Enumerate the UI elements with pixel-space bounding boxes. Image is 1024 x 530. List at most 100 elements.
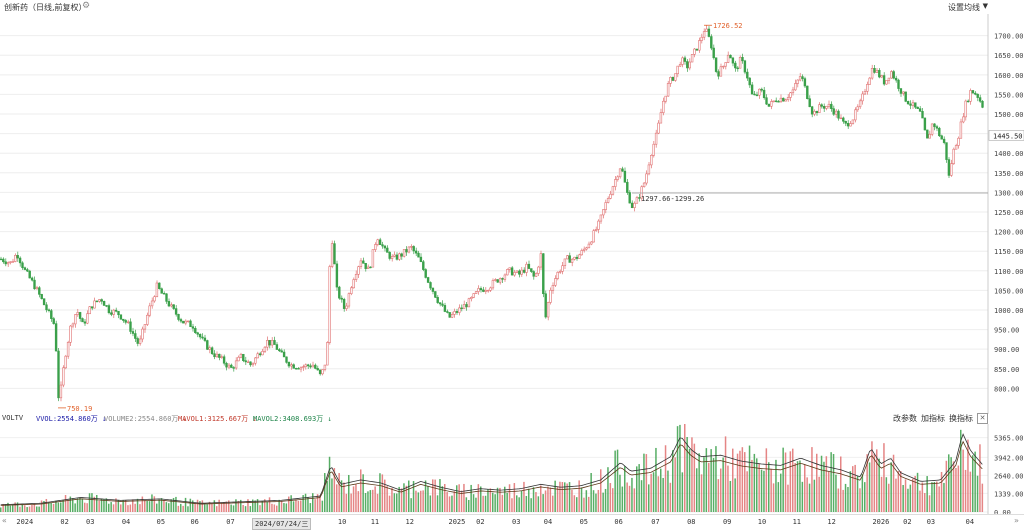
x-tick-label: 08 bbox=[687, 518, 696, 526]
candle-body bbox=[498, 278, 502, 283]
volume-bar bbox=[708, 462, 710, 512]
candle-body bbox=[270, 340, 274, 346]
candle-body bbox=[882, 75, 886, 85]
volume-bar bbox=[453, 491, 456, 512]
candle-body bbox=[690, 54, 694, 63]
candle-body bbox=[815, 111, 819, 113]
volume-bar bbox=[192, 500, 194, 512]
candle-body bbox=[328, 266, 331, 343]
candle-body bbox=[158, 282, 161, 290]
candle-body bbox=[839, 117, 843, 120]
max-annotation-label: 1726.52 bbox=[713, 22, 743, 30]
candle-body bbox=[719, 66, 723, 77]
volume-bar bbox=[556, 486, 559, 512]
volume-bar bbox=[132, 499, 134, 512]
volume-bar bbox=[566, 483, 568, 512]
candle-body bbox=[863, 91, 867, 95]
candle-body bbox=[686, 61, 689, 69]
volume-bar bbox=[748, 445, 751, 512]
volume-bar bbox=[7, 502, 9, 512]
volume-bar bbox=[948, 454, 950, 512]
candle-body bbox=[714, 57, 718, 72]
candle-body bbox=[230, 364, 233, 368]
volume-bar bbox=[751, 459, 753, 512]
volume-bar bbox=[93, 496, 96, 512]
volume-bar bbox=[604, 488, 607, 512]
volume-bar bbox=[727, 465, 729, 512]
close-icon[interactable]: ✕ bbox=[977, 413, 988, 424]
candle-body bbox=[395, 254, 399, 260]
caret-down-icon[interactable]: ▼ bbox=[982, 2, 988, 10]
candle-body bbox=[285, 356, 288, 363]
volume-bar bbox=[393, 493, 396, 512]
volume-bar bbox=[508, 484, 511, 512]
candle-body bbox=[198, 333, 202, 338]
price-chart[interactable]: 800.00 850.00 900.00 950.00 1000.00 1050.00 11… bbox=[0, 14, 1024, 414]
candle-body bbox=[830, 103, 833, 109]
candle-body bbox=[345, 305, 348, 309]
volume-bar bbox=[384, 479, 386, 512]
volume-bar bbox=[228, 500, 230, 512]
candle-body bbox=[446, 311, 449, 313]
volume-bar bbox=[938, 486, 940, 512]
candle-body bbox=[945, 142, 948, 160]
volume-bar bbox=[700, 474, 703, 512]
ma-settings-button[interactable]: 设置均线 bbox=[948, 3, 980, 12]
candle-body bbox=[81, 318, 84, 323]
candle-body bbox=[978, 97, 982, 102]
volume-bar bbox=[57, 502, 60, 512]
candle-body bbox=[489, 287, 492, 291]
volume-bar bbox=[362, 474, 364, 512]
add-indicator-button[interactable]: 加指标 bbox=[921, 414, 945, 423]
candle-body bbox=[184, 320, 187, 324]
volume-chart[interactable]: 5365.00 3942.00 2640.00 1339.00 0.00 bbox=[0, 424, 1024, 514]
candle-body bbox=[801, 76, 804, 79]
volume-bar bbox=[758, 463, 760, 512]
candle-body bbox=[510, 267, 514, 276]
candle-body bbox=[129, 321, 132, 332]
candle-body bbox=[208, 347, 211, 350]
candle-body bbox=[26, 269, 29, 272]
edit-params-button[interactable]: 改参数 bbox=[893, 414, 917, 423]
candle-body bbox=[647, 164, 651, 175]
volume-bar bbox=[492, 492, 494, 512]
candle-body bbox=[623, 170, 627, 183]
candle-body bbox=[666, 83, 670, 97]
candle-body bbox=[422, 261, 425, 270]
candle-body bbox=[803, 78, 807, 87]
candle-body bbox=[155, 282, 159, 297]
volume-bar bbox=[568, 482, 571, 512]
mavol2-line bbox=[0, 440, 983, 506]
candle-body bbox=[950, 163, 953, 176]
candle-body bbox=[731, 57, 735, 64]
volume-bar bbox=[206, 504, 208, 512]
candle-body bbox=[700, 36, 703, 41]
vol-y-tick-label: 1339.00 bbox=[994, 490, 1024, 498]
volume-bar bbox=[957, 465, 960, 512]
volume-bar bbox=[981, 483, 984, 512]
candle-body bbox=[549, 289, 552, 303]
volume-bar bbox=[878, 458, 880, 512]
volume-bar bbox=[933, 482, 936, 512]
volume-bar bbox=[835, 474, 837, 512]
scroll-right-icon[interactable]: » bbox=[1014, 516, 1019, 525]
volume-bar bbox=[271, 503, 273, 512]
candle-body bbox=[474, 291, 478, 294]
volume-bar bbox=[146, 500, 148, 512]
candle-body bbox=[818, 104, 821, 113]
candle-body bbox=[112, 309, 115, 315]
switch-indicator-button[interactable]: 换指标 bbox=[949, 414, 973, 423]
volume-bar bbox=[484, 495, 487, 512]
candle-body bbox=[76, 312, 79, 315]
volume-bar bbox=[890, 462, 892, 512]
candle-body bbox=[765, 97, 768, 105]
volume-bar bbox=[792, 448, 794, 512]
volume-bar bbox=[451, 495, 453, 512]
volume-bar bbox=[540, 485, 542, 512]
candle-body bbox=[52, 318, 55, 324]
scroll-left-icon[interactable]: « bbox=[2, 516, 7, 525]
x-tick-label: 06 bbox=[614, 518, 623, 526]
volume-bar bbox=[88, 493, 91, 512]
volume-bar bbox=[794, 462, 796, 512]
gear-icon[interactable]: ⚙ bbox=[82, 1, 91, 11]
